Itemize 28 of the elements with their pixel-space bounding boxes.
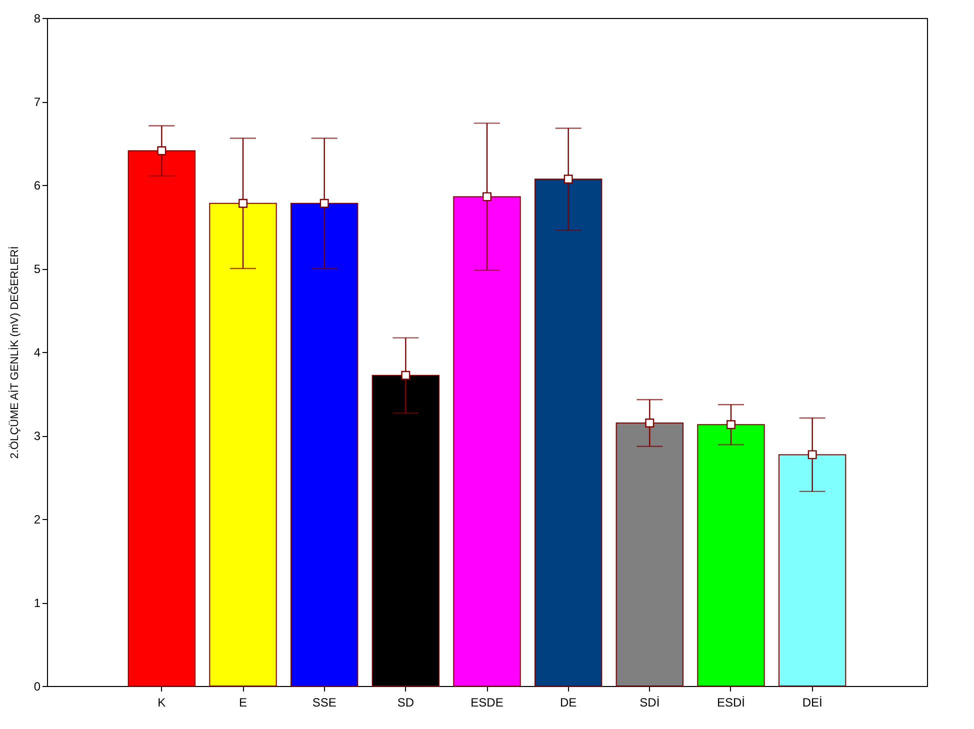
y-tick-label: 2 bbox=[34, 512, 41, 526]
y-tick-label: 0 bbox=[34, 680, 41, 694]
x-tick-label: SDİ bbox=[640, 696, 660, 710]
y-tick-label: 4 bbox=[34, 346, 41, 360]
y-tick-label: 5 bbox=[34, 262, 41, 276]
point bbox=[157, 146, 166, 156]
x-tick-label: K bbox=[158, 696, 166, 710]
x-tick-label: DEİ bbox=[802, 696, 822, 710]
x-tick-label: SSE bbox=[312, 696, 336, 710]
point bbox=[320, 198, 329, 208]
point bbox=[401, 370, 410, 380]
x-tick-label: SD bbox=[397, 696, 414, 710]
point bbox=[238, 198, 248, 208]
point bbox=[726, 420, 736, 430]
x-tick-label: ESDE bbox=[470, 696, 504, 710]
point bbox=[808, 450, 817, 460]
y-axis-title: 2.ÖLÇÜME AİT GENLİK (mV) DEĞERLERİ bbox=[8, 246, 21, 459]
point bbox=[564, 174, 573, 184]
y-tick-label: 7 bbox=[34, 95, 41, 109]
y-tick-label: 1 bbox=[34, 596, 41, 610]
x-tick-label: E bbox=[239, 696, 248, 710]
y-tick-label: 6 bbox=[34, 178, 41, 192]
point bbox=[645, 418, 654, 428]
point bbox=[482, 192, 492, 202]
x-tick-label: DE bbox=[560, 696, 577, 710]
x-tick-label: ESDİ bbox=[716, 696, 745, 710]
y-tick-label: 3 bbox=[34, 429, 41, 443]
y-tick-label: 8 bbox=[34, 12, 41, 26]
